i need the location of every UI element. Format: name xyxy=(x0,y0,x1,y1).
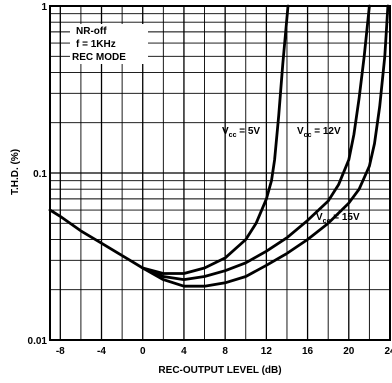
plot-frame xyxy=(49,5,391,341)
y-axis-title: T.H.D. (%) xyxy=(10,149,21,195)
series-line-2 xyxy=(141,4,371,281)
conditions-box: NR-off f = 1KHz REC MODE xyxy=(70,24,148,64)
y-tick-label: 0.1 xyxy=(33,169,47,180)
series-label-1: Vcc = 5V xyxy=(222,126,260,139)
condition-frequency: f = 1KHz xyxy=(76,39,116,50)
y-tick-label: 0.01 xyxy=(28,336,48,347)
x-tick-label: 24 xyxy=(384,346,392,357)
x-tick-label: 8 xyxy=(222,346,228,357)
x-tick-label: 4 xyxy=(181,346,187,357)
x-tick-label: 16 xyxy=(302,346,314,357)
y-tick-label: 1 xyxy=(41,2,47,13)
curves xyxy=(48,4,390,288)
condition-nr: NR-off xyxy=(76,26,107,37)
x-axis-title: REC-OUTPUT LEVEL (dB) xyxy=(158,365,281,376)
tick-labels: -8 -4 0 4 8 12 16 20 24 0.01 0.1 1 xyxy=(28,2,392,357)
series-line-3 xyxy=(141,4,390,288)
series-line-1 xyxy=(48,4,290,275)
x-tick-label: 0 xyxy=(140,346,146,357)
x-tick-label: -8 xyxy=(56,346,65,357)
x-tick-label: 20 xyxy=(343,346,355,357)
x-tick-label: -4 xyxy=(97,346,106,357)
series-labels: Vcc = 5V Vcc = 12V Vcc = 15V xyxy=(222,126,360,225)
x-tick-label: 12 xyxy=(261,346,273,357)
series-label-2: Vcc = 12V xyxy=(297,126,341,139)
condition-mode: REC MODE xyxy=(72,52,126,63)
series-label-3: Vcc = 15V xyxy=(316,212,360,225)
